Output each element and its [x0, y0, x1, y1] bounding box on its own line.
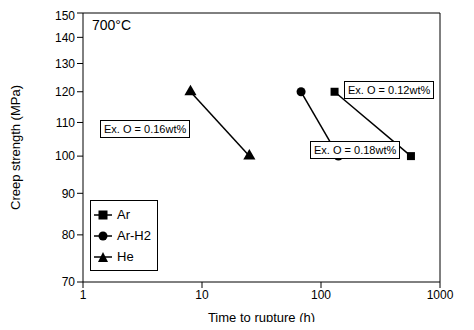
svg-text:10: 10: [195, 288, 209, 302]
html-text:Ar-H2: Ar-H2: [117, 228, 151, 243]
html-text:Ex. O = 0.18wt%: Ex. O = 0.18wt%: [314, 144, 397, 156]
html-text:Ex. O = 0.12wt%: Ex. O = 0.12wt%: [348, 84, 431, 96]
svg-text:Time to rupture (h): Time to rupture (h): [208, 310, 315, 322]
svg-text:110: 110: [56, 116, 75, 130]
svg-text:80: 80: [62, 228, 76, 242]
svg-text:140: 140: [55, 31, 75, 45]
svg-text:150: 150: [55, 9, 75, 23]
svg-text:70: 70: [62, 275, 76, 289]
html-text:Ex. O = 0.16wt%: Ex. O = 0.16wt%: [104, 123, 187, 135]
svg-text:100: 100: [55, 149, 75, 163]
svg-text:1000: 1000: [427, 288, 454, 302]
svg-text:90: 90: [62, 187, 76, 201]
svg-text:1: 1: [80, 288, 87, 302]
html-text:He: He: [117, 249, 134, 264]
svg-text:120: 120: [55, 85, 75, 99]
svg-text:Creep strength (MPa): Creep strength (MPa): [8, 85, 23, 210]
html-text:700°C: 700°C: [92, 17, 132, 33]
svg-text:100: 100: [311, 288, 331, 302]
html-text:Ar: Ar: [117, 207, 130, 222]
svg-text:130: 130: [55, 57, 75, 71]
